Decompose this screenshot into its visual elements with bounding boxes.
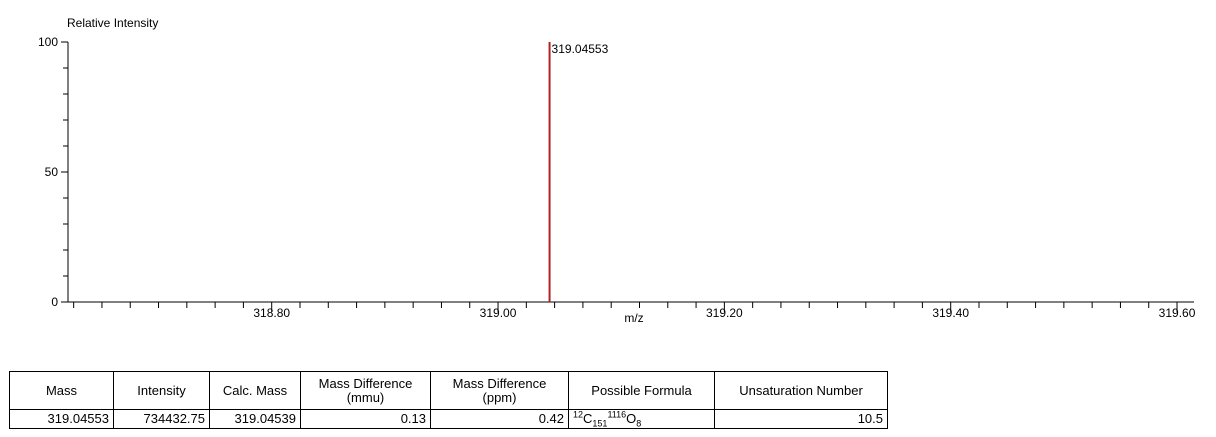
header-unsaturation-number: Unsaturation Number [714,371,888,410]
peak-layer: 319.04553 [548,42,609,302]
x-tick-label: 319.60 [1159,306,1196,320]
y-tick-label: 100 [38,35,58,49]
cell-mass-difference-mmu: 0.13 [300,409,431,429]
cell-possible-formula: 12C1511116O8 [568,409,715,429]
table-header-row: Mass Intensity Calc. Mass Mass Differenc… [9,371,888,410]
header-calc-mass: Calc. Mass [209,371,301,410]
x-tick-label: 319.00 [480,306,517,320]
cell-mass: 319.04553 [9,409,114,429]
x-tick-label: 319.40 [932,306,969,320]
y-axis-label: Relative Intensity [67,16,158,30]
y-tick-label: 0 [51,295,58,309]
cell-unsaturation-number: 10.5 [714,409,888,429]
x-tick-label: 319.20 [706,306,743,320]
x-tick-label: 318.80 [253,306,290,320]
x-axis-label: m/z [624,311,643,325]
header-mass-difference-mmu: Mass Difference (mmu) [300,371,431,410]
cell-intensity: 734432.75 [113,409,210,429]
cell-calc-mass: 319.04539 [209,409,301,429]
table-row: 319.04553 734432.75 319.04539 0.13 0.42 … [9,409,888,429]
x-axis-ticks: 318.80 319.00 319.20 319.40 319.60 [73,302,1196,320]
y-tick-label: 50 [45,165,59,179]
cell-mass-difference-ppm: 0.42 [430,409,569,429]
header-mass: Mass [9,371,114,410]
y-axis-ticks: 0 50 100 [38,35,68,309]
header-mass-difference-ppm: Mass Difference (ppm) [430,371,569,410]
peak-table: Mass Intensity Calc. Mass Mass Differenc… [9,371,888,429]
header-intensity: Intensity [113,371,210,410]
peak-label: 319.04553 [552,42,609,56]
header-possible-formula: Possible Formula [568,371,715,410]
